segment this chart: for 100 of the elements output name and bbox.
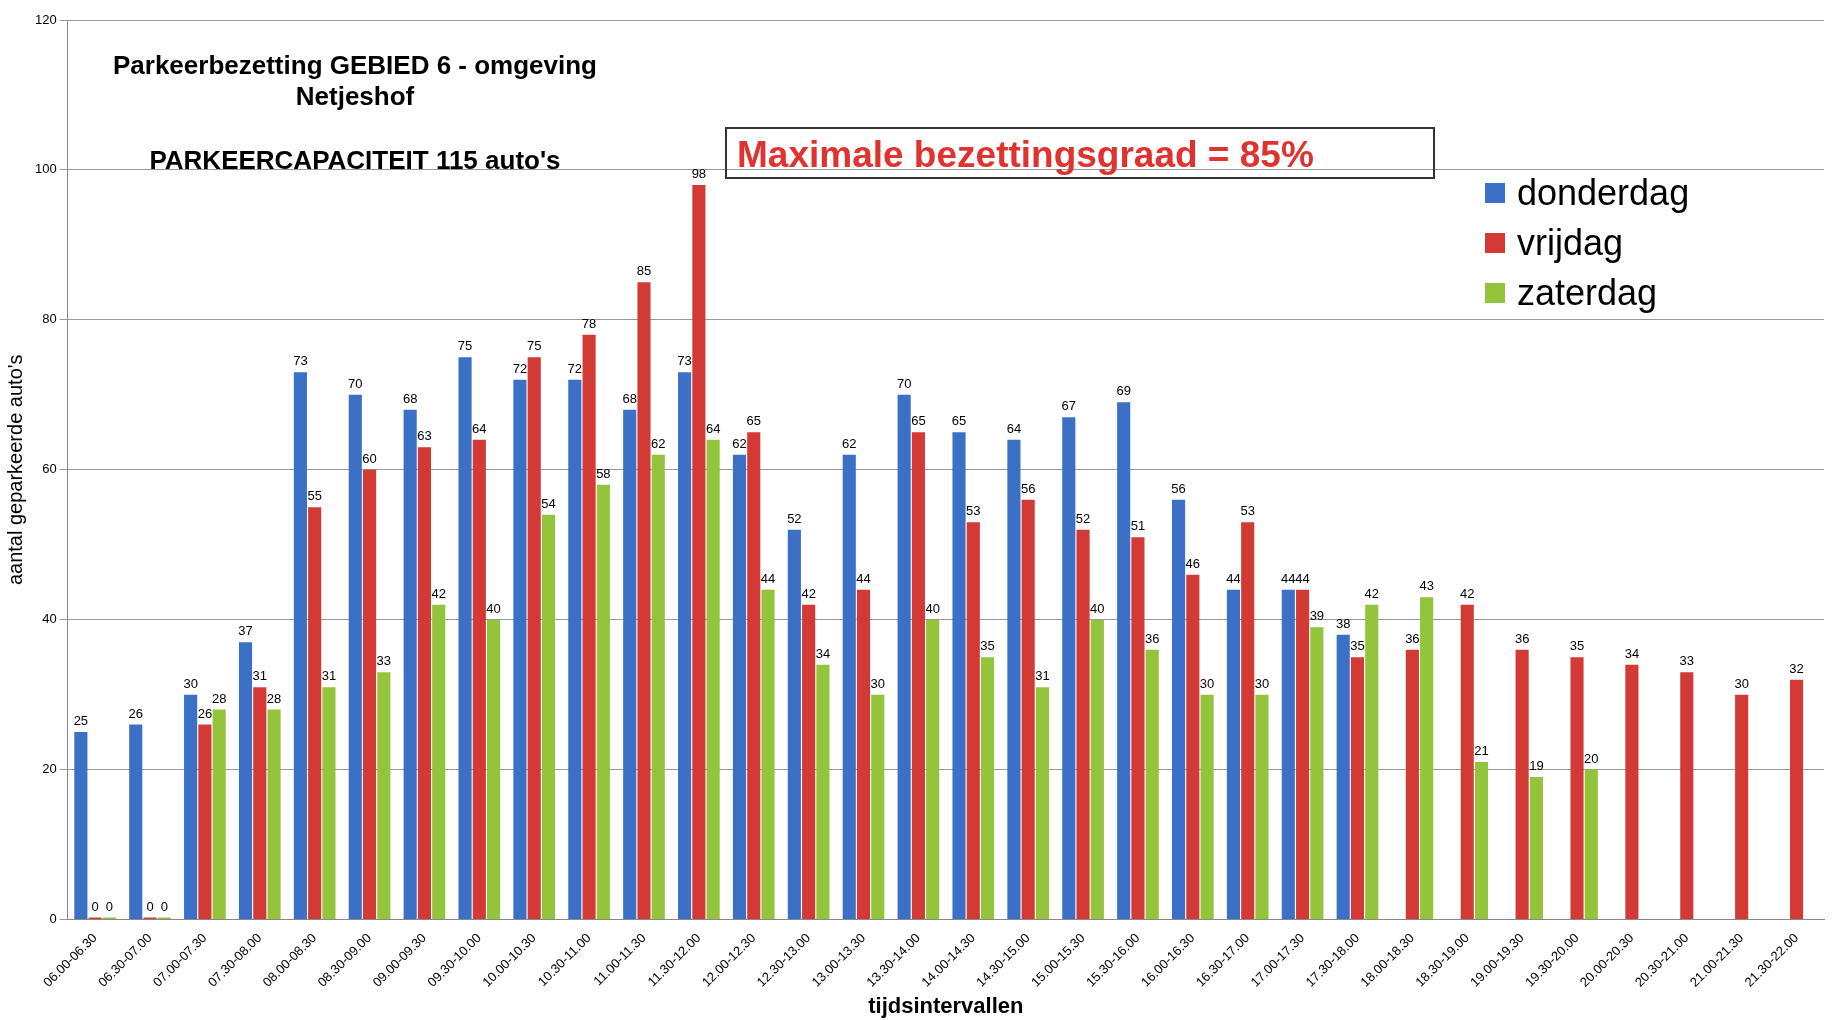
bar bbox=[541, 514, 556, 919]
data-label: 67 bbox=[1061, 398, 1077, 414]
data-label: 78 bbox=[581, 315, 597, 331]
bar bbox=[1420, 597, 1434, 919]
data-label: 30 bbox=[1199, 675, 1215, 691]
bar bbox=[238, 642, 253, 919]
y-tick-label: 80 bbox=[42, 311, 57, 327]
data-label: 60 bbox=[362, 450, 377, 466]
data-label: 44 bbox=[1226, 570, 1241, 586]
data-label: 52 bbox=[1075, 510, 1091, 526]
bar bbox=[568, 379, 582, 919]
data-label: 40 bbox=[925, 600, 940, 616]
data-label: 30 bbox=[183, 675, 198, 691]
data-label: 38 bbox=[1335, 615, 1351, 631]
data-label: 65 bbox=[911, 413, 926, 429]
bar bbox=[856, 589, 871, 919]
y-tick-label: 100 bbox=[34, 161, 57, 177]
bar bbox=[1281, 589, 1295, 919]
bar bbox=[1584, 769, 1598, 919]
bar bbox=[1460, 604, 1474, 919]
bar bbox=[980, 657, 995, 919]
data-label: 28 bbox=[211, 690, 227, 706]
bar bbox=[692, 184, 706, 919]
bar bbox=[513, 379, 527, 919]
data-label: 64 bbox=[472, 420, 487, 436]
bar bbox=[1145, 649, 1159, 919]
data-label: 68 bbox=[622, 390, 637, 406]
bar bbox=[1336, 634, 1350, 919]
data-label: 64 bbox=[1006, 420, 1022, 436]
bar bbox=[926, 619, 940, 919]
data-label: 0 bbox=[146, 898, 154, 914]
data-label: 85 bbox=[636, 263, 652, 279]
data-label: 31 bbox=[321, 668, 337, 684]
data-label: 35 bbox=[1569, 638, 1585, 654]
bar bbox=[377, 672, 391, 919]
bar bbox=[293, 372, 307, 919]
bar bbox=[74, 732, 88, 919]
data-label: 31 bbox=[252, 668, 268, 684]
data-label: 53 bbox=[1240, 503, 1255, 519]
data-label: 62 bbox=[842, 435, 857, 451]
data-label: 58 bbox=[596, 465, 611, 481]
bar bbox=[1529, 777, 1543, 919]
bar bbox=[596, 484, 610, 919]
bar bbox=[816, 664, 830, 919]
data-label: 56 bbox=[1020, 480, 1036, 496]
bar bbox=[1241, 522, 1255, 919]
bar bbox=[637, 282, 651, 919]
bar bbox=[1735, 694, 1749, 919]
data-label: 0 bbox=[91, 898, 99, 914]
data-label: 42 bbox=[431, 585, 446, 601]
text: PARKEERCAPACITEIT 115 auto's bbox=[148, 145, 562, 176]
bar bbox=[1007, 439, 1021, 919]
data-label: 53 bbox=[966, 503, 981, 519]
data-label: 44 bbox=[1281, 570, 1296, 586]
data-label: 72 bbox=[567, 360, 583, 376]
data-label: 54 bbox=[541, 495, 556, 511]
data-label: 34 bbox=[1624, 645, 1640, 661]
bar bbox=[267, 709, 281, 919]
data-label: 63 bbox=[417, 428, 432, 444]
bar bbox=[678, 372, 692, 919]
y-axis-title: aantal geparkeerde auto's bbox=[3, 354, 26, 586]
data-label: 0 bbox=[160, 898, 168, 914]
bar bbox=[1131, 537, 1145, 919]
data-label: 68 bbox=[402, 390, 418, 406]
data-label: 26 bbox=[128, 705, 143, 721]
y-tick-label: 20 bbox=[42, 761, 57, 777]
bar bbox=[1310, 627, 1324, 919]
bar bbox=[897, 394, 911, 919]
bar bbox=[1021, 499, 1035, 919]
bar bbox=[787, 529, 801, 919]
bar bbox=[308, 507, 322, 919]
bar bbox=[1200, 694, 1214, 919]
bar bbox=[952, 432, 966, 919]
data-label: 20 bbox=[1584, 750, 1599, 766]
data-label: 40 bbox=[486, 600, 501, 616]
data-label: 70 bbox=[896, 375, 912, 391]
data-label: 36 bbox=[1144, 630, 1160, 646]
bar bbox=[761, 589, 775, 919]
data-label: 44 bbox=[856, 570, 871, 586]
bar bbox=[458, 357, 472, 919]
bar bbox=[706, 439, 720, 919]
data-label: 69 bbox=[1116, 383, 1131, 399]
bar bbox=[487, 619, 501, 919]
bar bbox=[1076, 529, 1090, 919]
data-label: 62 bbox=[651, 435, 666, 451]
bar bbox=[1171, 499, 1186, 919]
bar bbox=[527, 357, 541, 919]
data-label: 75 bbox=[526, 338, 542, 354]
data-label: 36 bbox=[1514, 630, 1530, 646]
bar bbox=[651, 454, 665, 919]
bar bbox=[417, 447, 432, 919]
data-label: 52 bbox=[787, 510, 802, 526]
data-label: 70 bbox=[348, 375, 363, 391]
data-label: 62 bbox=[732, 435, 747, 451]
bar bbox=[362, 469, 377, 919]
bar bbox=[1680, 672, 1694, 919]
y-tick-label: 60 bbox=[42, 461, 57, 477]
data-label: 98 bbox=[691, 165, 707, 181]
data-label: 42 bbox=[1364, 585, 1379, 601]
data-label: 34 bbox=[815, 645, 831, 661]
